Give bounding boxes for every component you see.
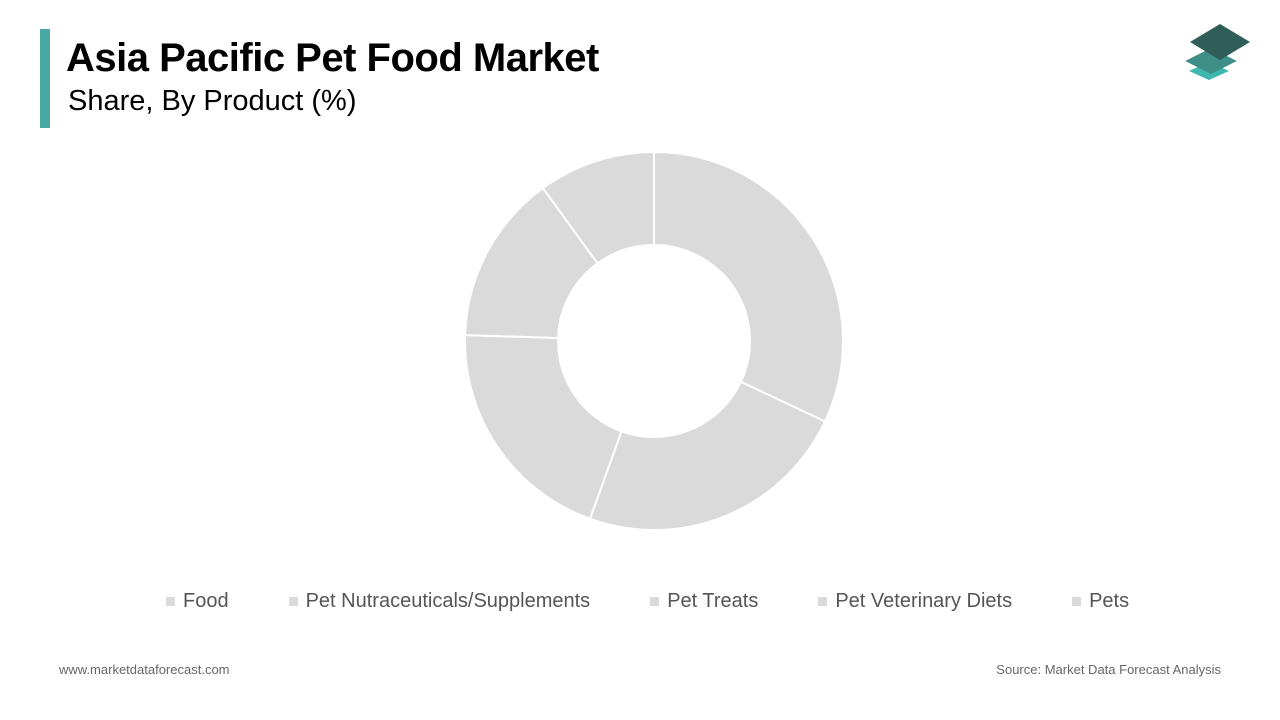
chart-legend: Food Pet Nutraceuticals/Supplements Pet Tr… [166,588,1129,614]
legend-swatch [288,596,298,606]
donut-slice-pet-veterinary-diets [464,186,599,340]
chart-title: Asia Pacific Pet Food Market [66,36,599,80]
legend-item: Pet Veterinary Diets [818,590,1012,613]
donut-chart [464,150,844,531]
website-url: www.marketdataforecast.com [59,662,230,677]
legend-label: Food [183,589,229,612]
legend-item: Pet Treats [650,590,758,613]
legend-item: Food [166,590,229,613]
title-accent-bar [40,29,50,128]
source-note: Source: Market Data Forecast Analysis [996,662,1221,677]
legend-swatch [1072,596,1082,606]
donut-slice-food [653,150,844,423]
legend-label: Pet Nutraceuticals/Supplements [305,589,591,612]
legend-swatch [818,596,828,606]
legend-item: Pets [1072,590,1129,613]
legend-swatch [166,596,175,606]
legend-label: Pets [1089,589,1130,612]
legend-label: Pet Veterinary Diets [835,589,1013,612]
layered-diamond-logo-icon [1185,24,1250,80]
legend-item: Pet Nutraceuticals/Supplements [288,589,591,613]
chart-subtitle: Share, By Product (%) [68,85,357,117]
legend-swatch [650,596,660,606]
legend-label: Pet Treats [667,589,759,612]
donut-slice-pets [541,150,655,265]
donut-slice-pet-treats [464,334,623,521]
donut-slice-pet-nutraceuticals-supplements [588,380,827,531]
